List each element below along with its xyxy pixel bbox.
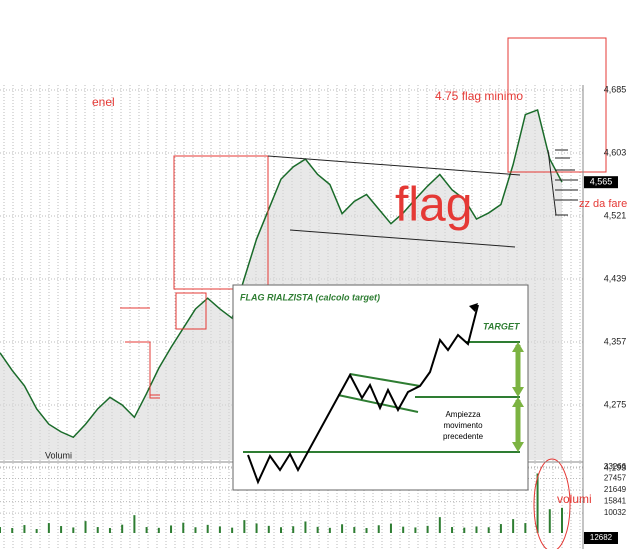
- last-price-box: [584, 176, 618, 189]
- volume-bar: [280, 527, 282, 533]
- volume-bar: [47, 523, 50, 533]
- volume-bar: [72, 527, 75, 533]
- volume-bar: [243, 520, 246, 533]
- volume-bar: [487, 527, 490, 533]
- last-volume-box: [584, 532, 618, 544]
- annotation-shapes: [120, 37, 607, 552]
- inset-title: FLAG RIALZISTA (calcolo target): [240, 292, 380, 302]
- volume-bar: [475, 526, 478, 533]
- volume-bar: [23, 525, 26, 533]
- volume-bar: [11, 528, 14, 533]
- volume-bar: [426, 525, 429, 533]
- volume-bar: [402, 526, 405, 533]
- volume-bar: [524, 523, 527, 533]
- y-tick-label: 4,439: [604, 273, 627, 283]
- volume-bar: [341, 524, 344, 533]
- inset-frame: [232, 284, 529, 491]
- volume-bar: [206, 524, 209, 533]
- volume-bar: [0, 527, 1, 533]
- volume-bar: [414, 527, 417, 533]
- volume-bar: [60, 526, 63, 533]
- annotation: flag: [395, 179, 472, 232]
- volume-tick-label: 10032: [604, 508, 627, 517]
- y-tick-label: 4,193: [604, 462, 627, 472]
- volume-bar: [463, 527, 466, 533]
- volume-bar: [35, 529, 38, 533]
- volume-bar: [121, 524, 124, 533]
- volume-bar: [304, 521, 307, 533]
- volume-bar: [451, 527, 454, 533]
- volume-bar: [292, 526, 295, 533]
- trend-lines: [267, 149, 578, 248]
- inset-note: precedente: [443, 432, 484, 441]
- volume-bar: [255, 523, 258, 533]
- volume-bar: [316, 526, 319, 533]
- volume-bar: [353, 527, 356, 533]
- volume-bar: [536, 473, 539, 533]
- y-tick-label: 4,521: [604, 210, 627, 220]
- volume-bar: [548, 509, 551, 533]
- volume-bar: [218, 526, 221, 533]
- volume-bar: [145, 527, 148, 533]
- volume-bar: [170, 525, 173, 533]
- volume-tick-label: 15841: [604, 497, 627, 506]
- volume-bar: [377, 525, 380, 533]
- volume-bar: [194, 527, 197, 533]
- y-tick-label: 4,357: [604, 336, 627, 346]
- volume-bar: [512, 519, 515, 533]
- inset-target: TARGET: [483, 321, 521, 331]
- annotation: 4.75 flag minimo: [435, 89, 523, 103]
- inset-note: Ampiezza: [445, 410, 481, 419]
- y-tick-label: 4,685: [604, 84, 627, 94]
- volume-tick-label: 27457: [604, 474, 627, 483]
- volume-bar: [438, 517, 441, 533]
- inset-note: movimento: [443, 421, 483, 430]
- volume-bar: [328, 527, 331, 533]
- volume-bar: [182, 522, 185, 533]
- inset: FLAG RIALZISTA (calcolo target) TARGET A…: [232, 284, 529, 491]
- volume-bar: [231, 527, 234, 533]
- annotation: zz da fare: [579, 198, 627, 210]
- volume-bar: [561, 507, 563, 533]
- last-volume-label: 12682: [590, 533, 613, 542]
- volume-bar: [157, 527, 160, 533]
- volume-bar: [108, 528, 111, 533]
- volume-title: Volumi: [45, 450, 72, 460]
- volume-bar: [499, 524, 502, 533]
- volume-bar: [96, 527, 99, 533]
- last-price-label: 4,565: [590, 177, 613, 187]
- annotation: volumi: [557, 492, 592, 506]
- volume-tick-label: 21649: [604, 485, 627, 494]
- volume-bar: [84, 521, 87, 533]
- annotation: enel: [92, 95, 115, 109]
- y-tick-label: 4,275: [604, 399, 627, 409]
- volume-tick-label: 33266: [604, 462, 627, 471]
- volume-bar: [267, 525, 270, 533]
- volume-bar: [365, 528, 368, 533]
- volume-bar: [133, 515, 136, 533]
- y-tick-label: 4,603: [604, 147, 627, 157]
- price-line: [0, 108, 563, 439]
- volume-bar: [389, 523, 392, 533]
